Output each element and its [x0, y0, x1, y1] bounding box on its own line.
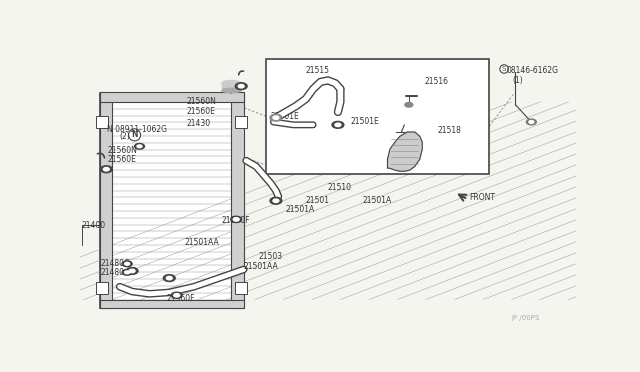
Text: 21501A: 21501A [286, 205, 315, 214]
Ellipse shape [222, 80, 241, 86]
Bar [100, 93, 244, 308]
Circle shape [122, 261, 132, 267]
Bar [222, 83, 241, 90]
Circle shape [270, 197, 282, 204]
Text: 21400: 21400 [82, 221, 106, 230]
Bar [96, 116, 108, 128]
Bar [96, 282, 108, 294]
Text: 21515: 21515 [306, 66, 330, 75]
Text: N 08911-1062G: N 08911-1062G [108, 125, 167, 134]
Circle shape [103, 167, 109, 171]
Text: 21501A: 21501A [363, 196, 392, 205]
Text: 21560N: 21560N [187, 97, 216, 106]
Text: 21518: 21518 [437, 126, 461, 135]
Text: 08146-6162G: 08146-6162G [507, 66, 559, 75]
Text: 21560F: 21560F [221, 216, 250, 225]
Circle shape [273, 116, 279, 119]
Circle shape [236, 83, 247, 90]
Circle shape [332, 121, 344, 128]
Circle shape [100, 166, 112, 173]
Bar [235, 116, 247, 128]
Circle shape [137, 145, 142, 148]
Text: 21480G: 21480G [101, 259, 131, 268]
Text: JP /00PS: JP /00PS [511, 315, 540, 321]
Circle shape [231, 216, 242, 222]
Circle shape [125, 271, 129, 274]
Text: 21430: 21430 [187, 119, 211, 128]
Text: 21503: 21503 [259, 252, 283, 261]
Circle shape [126, 267, 138, 275]
Circle shape [529, 121, 534, 124]
Text: 21560F: 21560F [167, 294, 195, 303]
Bar [100, 92, 244, 102]
Polygon shape [388, 132, 422, 171]
Text: (2): (2) [119, 132, 130, 141]
Circle shape [172, 292, 182, 298]
Circle shape [129, 269, 135, 273]
Circle shape [233, 218, 239, 221]
Bar [266, 59, 489, 173]
Bar [100, 93, 112, 308]
Circle shape [335, 123, 341, 126]
Text: 21501E: 21501E [350, 118, 379, 126]
Text: N: N [131, 130, 138, 140]
Circle shape [405, 103, 413, 107]
Bar [100, 299, 244, 308]
Text: (1): (1) [513, 76, 524, 85]
Circle shape [270, 114, 282, 121]
Text: 21501AA: 21501AA [184, 238, 219, 247]
Circle shape [273, 199, 279, 202]
Text: 21560E: 21560E [187, 108, 216, 116]
Text: 21501E: 21501E [271, 112, 300, 121]
Circle shape [166, 276, 172, 280]
Text: 21510: 21510 [328, 183, 352, 192]
Bar [235, 282, 247, 294]
Text: 21516: 21516 [425, 77, 449, 86]
Circle shape [125, 262, 129, 265]
Circle shape [122, 269, 132, 275]
Circle shape [173, 294, 180, 297]
Text: 21560N: 21560N [108, 146, 137, 155]
Circle shape [526, 119, 536, 125]
Ellipse shape [222, 88, 241, 93]
Text: 21480: 21480 [101, 268, 125, 277]
Text: S: S [502, 66, 506, 72]
Bar [231, 93, 244, 308]
Circle shape [163, 275, 175, 282]
Circle shape [238, 84, 244, 88]
Text: 21501: 21501 [306, 196, 330, 205]
Circle shape [134, 144, 145, 149]
Text: FRONT: FRONT [469, 193, 495, 202]
Text: 21560E: 21560E [108, 155, 136, 164]
Text: 21501AA: 21501AA [244, 262, 278, 271]
